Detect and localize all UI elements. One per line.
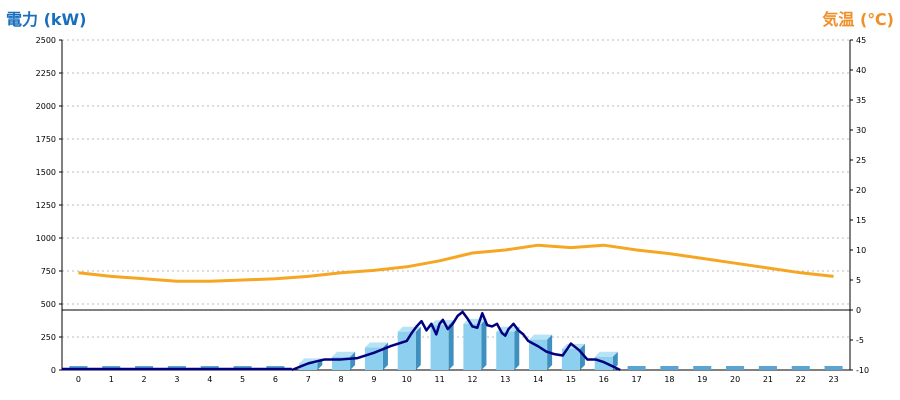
x-tick-label: 1 <box>109 375 114 384</box>
bar-side <box>448 320 454 370</box>
x-tick-label: 14 <box>533 375 543 384</box>
bar <box>299 363 318 370</box>
temperature-line <box>78 243 834 283</box>
x-tick-label: 22 <box>796 375 806 384</box>
bar <box>529 339 548 370</box>
bar-zero <box>726 366 745 370</box>
left-tick-label: 750 <box>41 267 56 276</box>
right-tick-label: 40 <box>856 66 866 75</box>
bar-side <box>612 351 618 370</box>
bar-zero <box>758 366 777 370</box>
x-tick-label: 6 <box>273 375 278 384</box>
bar <box>430 325 449 370</box>
right-axis-title: 気温 (℃) <box>822 10 894 29</box>
x-tick-label: 3 <box>174 375 179 384</box>
left-tick-label: 2250 <box>36 69 56 78</box>
bar-zero <box>824 366 843 370</box>
x-tick-label: 9 <box>371 375 376 384</box>
x-tick-label: 11 <box>434 375 444 384</box>
x-tick-label: 15 <box>566 375 576 384</box>
bar-top <box>594 351 618 357</box>
right-tick-label: 10 <box>856 246 866 255</box>
x-tick-label: 16 <box>599 375 609 384</box>
left-tick-label: 2500 <box>36 36 56 45</box>
left-tick-label: 1250 <box>36 201 56 210</box>
x-tick-label: 8 <box>339 375 344 384</box>
x-tick-label: 19 <box>697 375 707 384</box>
x-tick-label: 20 <box>730 375 740 384</box>
x-tick-label: 7 <box>306 375 311 384</box>
bar-zero <box>627 366 646 370</box>
right-tick-label: 25 <box>856 156 866 165</box>
x-tick-label: 13 <box>500 375 510 384</box>
x-tick-label: 2 <box>142 375 147 384</box>
x-tick-label: 23 <box>828 375 838 384</box>
x-tick-label: 5 <box>240 375 245 384</box>
bar-top <box>364 342 388 348</box>
bar-side <box>415 326 421 370</box>
right-tick-label: 15 <box>856 216 866 225</box>
x-tick-label: 10 <box>402 375 412 384</box>
right-tick-label: 45 <box>856 36 866 45</box>
bar-top <box>332 351 356 357</box>
left-tick-label: 2000 <box>36 102 56 111</box>
bar-side <box>579 343 585 370</box>
bar-zero <box>660 366 679 370</box>
x-tick-label: 0 <box>76 375 81 384</box>
x-tick-label: 4 <box>207 375 212 384</box>
x-tick-label: 17 <box>631 375 641 384</box>
bar-top <box>529 334 553 340</box>
left-tick-label: 500 <box>41 300 56 309</box>
left-tick-label: 1000 <box>36 234 56 243</box>
bar-side <box>481 318 487 370</box>
right-tick-label: -10 <box>856 366 869 375</box>
left-tick-label: 250 <box>41 333 56 342</box>
left-tick-label: 1500 <box>36 168 56 177</box>
x-tick-label: 12 <box>467 375 477 384</box>
x-tick-label: 18 <box>664 375 674 384</box>
x-tick-label: 21 <box>763 375 773 384</box>
left-axis-title: 電力 (kW) <box>6 10 87 29</box>
bar <box>561 348 580 370</box>
left-tick-label: 1750 <box>36 135 56 144</box>
bar <box>463 323 482 370</box>
bar-zero <box>693 366 712 370</box>
right-tick-label: 35 <box>856 96 866 105</box>
right-tick-label: 20 <box>856 186 866 195</box>
right-tick-label: 30 <box>856 126 866 135</box>
bar-zero <box>791 366 810 370</box>
power-line <box>291 310 621 372</box>
right-tick-label: 0 <box>856 306 861 315</box>
bar <box>496 331 515 370</box>
bar-side <box>350 351 356 370</box>
bar <box>397 331 416 370</box>
right-tick-label: 5 <box>856 276 861 285</box>
bar-side <box>514 326 520 370</box>
left-tick-label: 0 <box>51 366 56 375</box>
right-tick-label: -5 <box>856 336 864 345</box>
